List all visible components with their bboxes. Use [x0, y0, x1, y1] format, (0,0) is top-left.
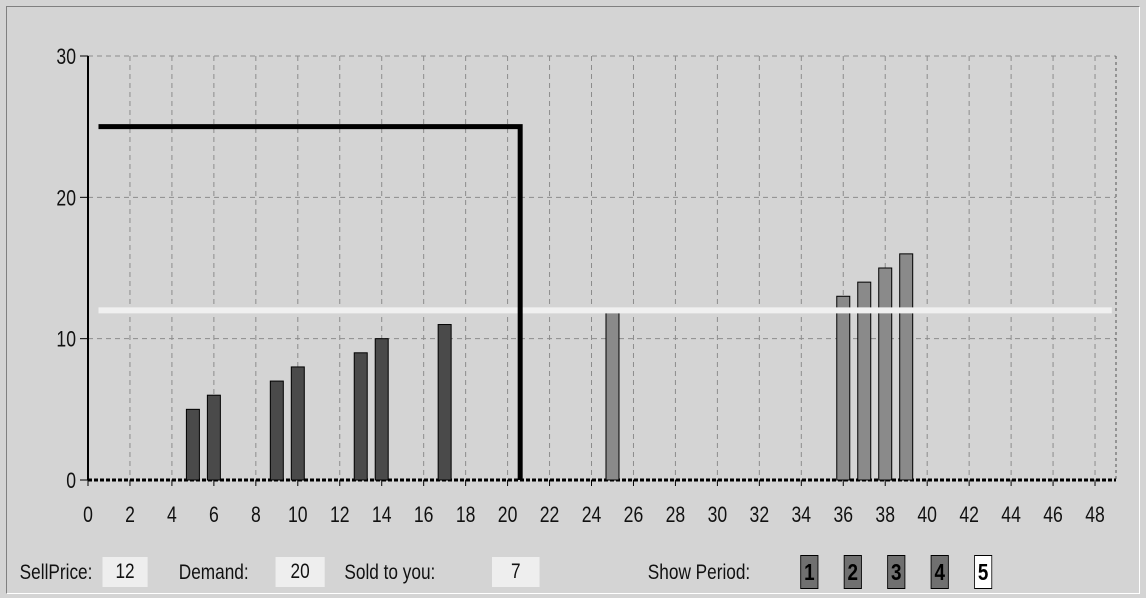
x-tick-label: 42 [959, 503, 979, 527]
x-tick-label: 10 [288, 503, 308, 527]
axes [80, 55, 1116, 486]
x-tick-label: 20 [498, 503, 518, 527]
x-tick-label: 6 [209, 503, 219, 527]
y-tick-label: 0 [66, 469, 76, 493]
period-2-button[interactable]: 2 [843, 555, 862, 589]
grid [88, 55, 1117, 480]
bar-series1 [290, 366, 305, 481]
x-tick-label: 12 [330, 503, 350, 527]
lines [98, 124, 1112, 480]
y-tick-label: 20 [56, 187, 76, 211]
x-tick-label: 32 [750, 503, 770, 527]
x-tick-label: 26 [624, 503, 644, 527]
period-3-button[interactable]: 3 [887, 555, 906, 589]
x-tick-label: 38 [875, 503, 895, 527]
x-tick-label: 4 [167, 503, 177, 527]
sellprice-value: 12 [102, 557, 148, 587]
sold-label: Sold to you: [344, 561, 436, 584]
y-tick-label: 30 [56, 45, 76, 69]
bar-series2 [836, 295, 851, 481]
period-4-button[interactable]: 4 [930, 555, 949, 589]
x-tick-label: 44 [1001, 503, 1021, 527]
bar-series1 [437, 324, 452, 481]
footer-bar: SellPrice: 12 Demand: 20 Sold to you: 7 … [0, 555, 993, 595]
y-tick-label: 10 [56, 328, 76, 352]
bar-series1 [269, 380, 284, 481]
x-tick-label: 34 [792, 503, 812, 527]
x-tick-label: 0 [83, 503, 93, 527]
bar-series1 [206, 394, 221, 481]
chart-frame [6, 6, 1140, 594]
period-5-button[interactable]: 5 [974, 555, 993, 589]
bar-series2 [899, 253, 914, 481]
show-period-label: Show Period: [647, 561, 751, 584]
x-tick-label: 36 [833, 503, 853, 527]
bar-series2 [878, 267, 893, 481]
x-tick-label: 22 [540, 503, 560, 527]
bars [185, 253, 914, 481]
x-tick-label: 46 [1043, 503, 1063, 527]
sellprice-label: SellPrice: [19, 561, 93, 584]
period-1-button[interactable]: 1 [800, 555, 819, 589]
bar-series2 [605, 309, 620, 481]
demand-value: 20 [275, 557, 325, 587]
x-tick-label: 28 [666, 503, 686, 527]
demand-label: Demand: [178, 561, 249, 584]
x-tick-label: 48 [1085, 503, 1105, 527]
sold-value: 7 [492, 557, 540, 587]
x-tick-label: 8 [251, 503, 261, 527]
x-tick-label: 18 [456, 503, 476, 527]
x-tick-label: 2 [125, 503, 135, 527]
x-tick-label: 24 [582, 503, 602, 527]
x-tick-label: 30 [708, 503, 728, 527]
bar-series2 [857, 281, 872, 481]
x-tick-label: 14 [372, 503, 392, 527]
demand-step-line [98, 124, 523, 480]
tick-labels: 0 2 4 6 8 10 12 14 16 18 20 22 24 26 28 30 32 34 36 38 40 42 4… [56, 45, 1104, 527]
x-tick-label: 40 [917, 503, 937, 527]
chart: 0 2 4 6 8 10 12 14 16 18 20 22 24 26 28 30 32 34 36 38 40 42 4… [56, 45, 1117, 528]
bar-series1 [353, 352, 368, 481]
bar-series1 [374, 338, 389, 481]
bar-series1 [185, 408, 200, 481]
x-tick-label: 16 [414, 503, 434, 527]
